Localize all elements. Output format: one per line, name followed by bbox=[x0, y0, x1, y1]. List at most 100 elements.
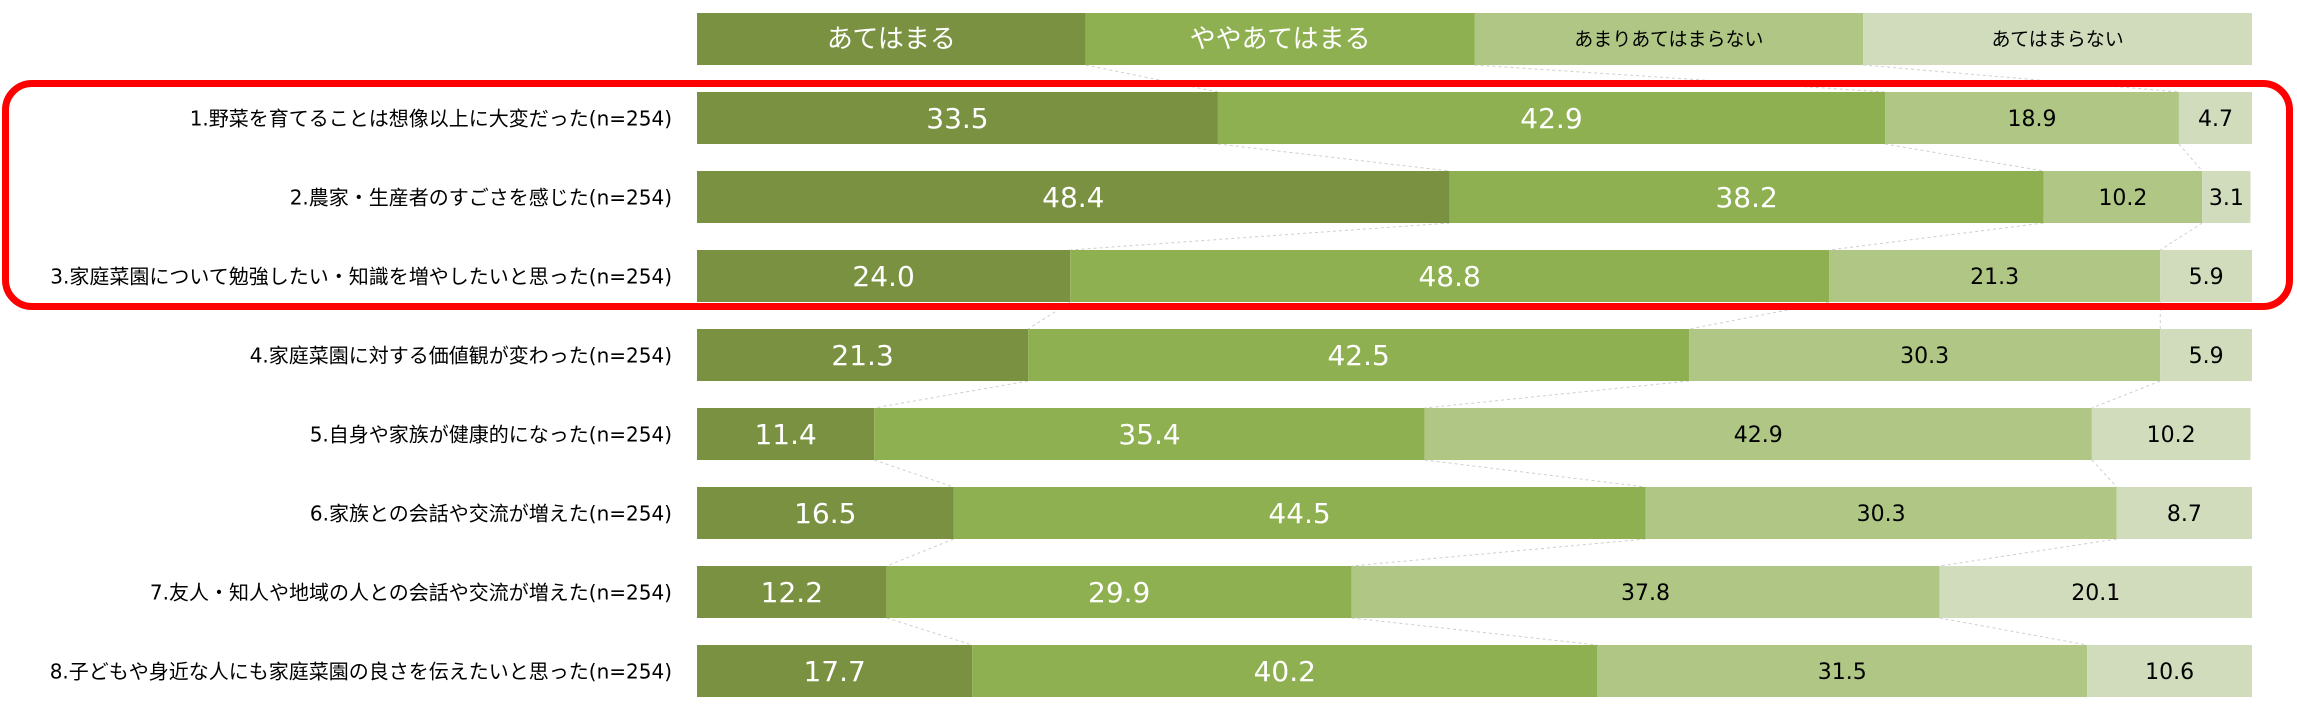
data-label: 17.7 bbox=[803, 655, 865, 688]
connector-line bbox=[1939, 617, 2088, 646]
data-label: 10.2 bbox=[2147, 423, 2196, 448]
series-connector-lines bbox=[874, 64, 2203, 646]
connector-line bbox=[2178, 143, 2203, 172]
bar-segment bbox=[953, 487, 1646, 539]
bar-segment bbox=[2202, 171, 2251, 223]
bar-segment bbox=[1597, 645, 2088, 697]
bar-segment bbox=[2116, 487, 2252, 539]
data-label: 16.5 bbox=[794, 497, 856, 530]
connector-line bbox=[1027, 301, 1071, 330]
category-labels: 1.野菜を育てることは想像以上に大変だった(n=254) 2.農家・生産者のすごさ… bbox=[50, 107, 672, 684]
connector-line bbox=[1939, 538, 2117, 567]
connector-line bbox=[1863, 64, 2179, 93]
bar-segment bbox=[697, 92, 1218, 144]
category-label: 8.子どもや身近な人にも家庭菜園の良さを伝えたいと思った(n=254) bbox=[50, 660, 672, 684]
data-label: 42.9 bbox=[1734, 423, 1783, 448]
bar-segment bbox=[1217, 92, 1886, 144]
bar-segment bbox=[1424, 408, 2092, 460]
data-label: 33.5 bbox=[926, 102, 988, 135]
data-label: 38.2 bbox=[1715, 181, 1777, 214]
data-label: 3.1 bbox=[2209, 186, 2244, 211]
legend-label: あてはまらない bbox=[1992, 29, 2124, 51]
bar-segment bbox=[697, 329, 1029, 381]
category-label: 6.家族との会話や交流が増えた(n=254) bbox=[310, 502, 672, 526]
category-label: 1.野菜を育てることは想像以上に大変だった(n=254) bbox=[190, 107, 672, 131]
category-label: 5.自身や家族が健康的になった(n=254) bbox=[310, 423, 672, 447]
bar-segment bbox=[972, 645, 1598, 697]
bar-segment bbox=[1645, 487, 2117, 539]
legend-label: あまりあてはまらない bbox=[1574, 29, 1763, 51]
connector-line bbox=[1474, 64, 1886, 93]
legend-label: あてはまる bbox=[827, 25, 956, 55]
connector-line bbox=[1351, 617, 1598, 646]
data-label: 4.7 bbox=[2198, 107, 2233, 132]
category-label: 4.家庭菜園に対する価値観が変わった(n=254) bbox=[250, 344, 672, 368]
connector-line bbox=[2159, 222, 2203, 251]
legend-swatch bbox=[1474, 13, 1864, 65]
category-label: 7.友人・知人や地域の人との会話や交流が増えた(n=254) bbox=[150, 581, 672, 605]
data-label: 44.5 bbox=[1268, 497, 1330, 530]
data-label: 42.5 bbox=[1327, 339, 1389, 372]
data-label: 5.9 bbox=[2189, 344, 2224, 369]
bar-segment bbox=[1351, 566, 1940, 618]
bar-segment bbox=[1449, 171, 2044, 223]
bar-segment bbox=[874, 408, 1425, 460]
data-label: 12.2 bbox=[761, 576, 823, 609]
data-label: 21.3 bbox=[1970, 265, 2019, 290]
legend-swatch bbox=[697, 13, 1086, 65]
legend-label: ややあてはまる bbox=[1190, 25, 1371, 55]
data-label: 21.3 bbox=[831, 339, 893, 372]
category-label: 2.農家・生産者のすごさを感じた(n=254) bbox=[290, 186, 672, 210]
connector-line bbox=[1884, 143, 2044, 172]
bar-segment bbox=[886, 566, 1352, 618]
connector-line bbox=[2091, 380, 2161, 409]
bar-segment bbox=[697, 408, 875, 460]
data-label: 29.9 bbox=[1088, 576, 1150, 609]
category-label: 3.家庭菜園について勉強したい・知識を増やしたいと思った(n=254) bbox=[50, 265, 672, 289]
data-label: 42.9 bbox=[1520, 102, 1582, 135]
data-label: 20.1 bbox=[2071, 581, 2120, 606]
bar-segment bbox=[697, 171, 1450, 223]
bar-segment bbox=[1829, 250, 2161, 302]
connector-line bbox=[886, 538, 954, 567]
connector-line bbox=[1085, 64, 1219, 93]
bar-segment bbox=[2087, 645, 2252, 697]
bar-segment bbox=[697, 566, 887, 618]
legend-swatch bbox=[1085, 13, 1475, 65]
data-label: 30.3 bbox=[1900, 344, 1949, 369]
connector-line bbox=[1070, 222, 1450, 251]
bar-segment bbox=[697, 487, 954, 539]
bar-segment bbox=[2043, 171, 2203, 223]
data-label: 37.8 bbox=[1621, 581, 1670, 606]
bar-segment bbox=[1070, 250, 1830, 302]
data-label: 8.7 bbox=[2167, 502, 2202, 527]
data-label: 31.5 bbox=[1818, 660, 1867, 685]
data-label: 11.4 bbox=[754, 418, 816, 451]
connector-line bbox=[1351, 538, 1646, 567]
connector-line bbox=[1828, 222, 2044, 251]
bar-segment bbox=[2178, 92, 2252, 144]
data-label: 35.4 bbox=[1118, 418, 1180, 451]
data-label: 30.3 bbox=[1857, 502, 1906, 527]
data-label: 10.2 bbox=[2098, 186, 2147, 211]
data-label: 48.8 bbox=[1418, 260, 1480, 293]
data-label: 48.4 bbox=[1042, 181, 1104, 214]
bar-segment bbox=[2091, 408, 2251, 460]
data-label: 18.9 bbox=[2007, 107, 2056, 132]
connector-line bbox=[886, 617, 973, 646]
bar-segment bbox=[1689, 329, 2161, 381]
bar-rows: 33.5 42.9 18.9 4.7 48.4 38.2 10.2 3.1 24.0 48.8 21… bbox=[697, 92, 2252, 697]
data-label: 24.0 bbox=[852, 260, 914, 293]
bar-segment bbox=[2160, 329, 2252, 381]
data-label: 40.2 bbox=[1254, 655, 1316, 688]
chart-legend: あてはまる ややあてはまる あまりあてはまらない あてはまらない bbox=[697, 13, 2252, 65]
bar-segment bbox=[2160, 250, 2252, 302]
data-label: 5.9 bbox=[2189, 265, 2224, 290]
connector-line bbox=[874, 459, 954, 488]
bar-segment bbox=[1028, 329, 1690, 381]
connector-line bbox=[1424, 459, 1646, 488]
legend-swatch bbox=[1863, 13, 2252, 65]
bar-segment bbox=[697, 250, 1071, 302]
bar-segment bbox=[1939, 566, 2252, 618]
